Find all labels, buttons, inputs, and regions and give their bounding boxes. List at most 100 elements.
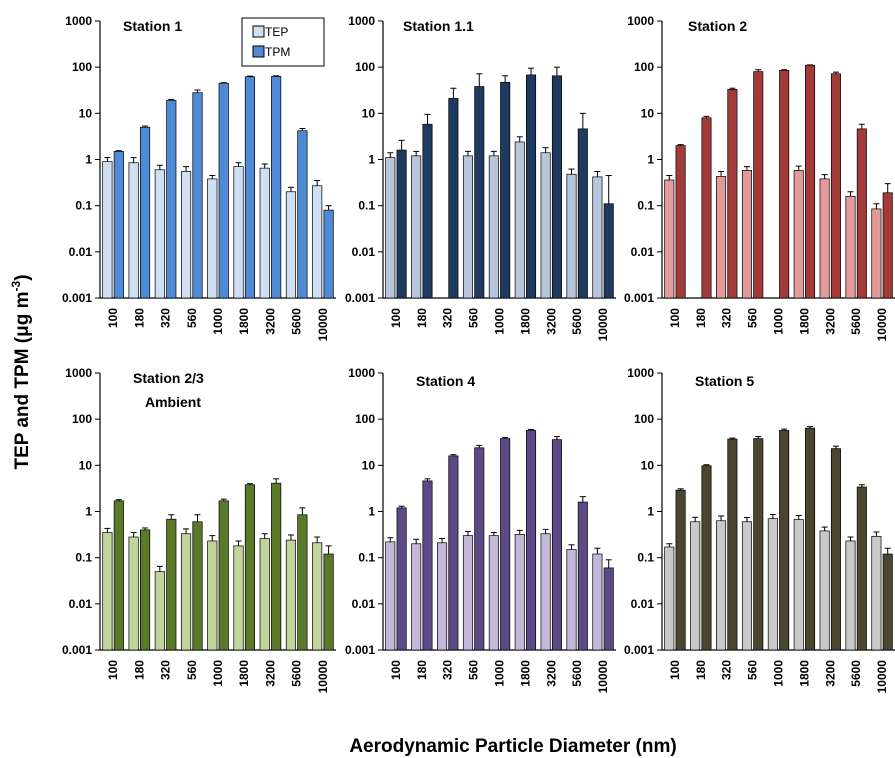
bar-tep [514,141,525,299]
panel-title: Station 1.1 [403,18,474,34]
bar-tpm [448,98,459,299]
panel-title: Station 1 [123,18,182,34]
bar-tep [845,540,856,651]
bar-tep [180,171,192,299]
bar-tpm [448,455,459,651]
bar-tep [437,542,448,651]
x-tick-label: 10000 [875,660,889,694]
bar-tep [767,518,778,651]
y-tick-label: 10 [362,458,376,472]
x-tick-label: 1000 [493,660,507,687]
y-tick-label: 1000 [65,366,92,380]
bar-tpm [113,500,124,651]
x-tick-label: 320 [720,308,734,328]
bar-tpm [701,465,712,651]
y-tick-label: 10 [641,458,655,472]
x-tick-label: 3200 [544,308,558,335]
bar-tpm [882,553,893,651]
y-axis-title-close: ) [12,274,33,280]
y-tick-label: 0.001 [624,643,654,657]
bar-tpm [830,448,841,651]
bar-tep [411,543,422,651]
legend: TEP TPM [241,17,325,67]
bar-tep [259,167,270,299]
bar-tep [793,170,804,299]
panel-title: Station 5 [695,373,754,389]
bar-tep [154,571,165,651]
bar-tpm [577,501,588,651]
bar-tep [488,155,499,299]
y-axis-title-main: TEP and TPM (μg m [12,291,33,469]
x-tick-label: 320 [720,660,734,680]
bar-tep [741,170,752,299]
bar-tep [819,178,830,299]
panel-1: 0.001 0.01 0.1 1 10 100 1000 100 180 320 560 1000 18… [62,14,336,341]
x-tick-label: 3200 [823,308,837,335]
x-tick-label: 100 [668,308,682,328]
bar-tpm [727,89,738,299]
x-tick-label: 5600 [849,660,863,687]
bar-tpm [603,567,614,651]
x-tick-label: 560 [467,308,481,328]
x-tick-label: 560 [746,660,760,680]
y-axis-title: TEP and TPM (μg m-3) [9,274,33,469]
panel-subtitle: Ambient [145,394,201,410]
bar-tpm [139,126,151,299]
bar-tpm [113,151,124,299]
y-tick-label: 0.1 [75,551,92,565]
y-tick-label: 0.01 [69,597,93,611]
x-tick-label: 560 [185,308,199,328]
x-tick-label: 10000 [596,308,610,342]
bar-tep [259,538,270,651]
bar-tep [102,161,113,299]
x-tick-label: 5600 [570,308,584,335]
bar-tep [514,533,525,651]
y-tick-label: 1000 [627,366,654,380]
bar-tep [845,195,856,299]
legend-label-tpm: TPM [265,45,290,59]
x-tick-label: 320 [159,308,173,328]
panel-4: 0.001 0.01 0.1 1 10 100 1000 100 180 320 560 1000 18… [62,366,336,693]
x-tick-label: 320 [159,660,173,680]
bar-tpm [323,209,334,299]
bar-tpm [139,529,151,651]
x-tick-label: 100 [668,660,682,680]
y-tick-label: 1 [368,505,375,519]
legend-swatch-tep [252,25,265,38]
panel-title: Station 4 [416,373,475,389]
bar-tep [233,166,244,299]
y-tick-label: 0.01 [352,597,376,611]
x-tick-label: 5600 [849,308,863,335]
bar-tpm [192,92,203,299]
bar-tep [592,176,603,299]
bar-tpm [882,192,893,299]
bar-tpm [297,514,308,651]
bar-tpm [675,145,686,299]
x-tick-label: 100 [389,308,403,328]
y-tick-label: 10 [79,458,93,472]
x-tick-label: 3200 [823,660,837,687]
x-tick-label: 1000 [211,308,225,335]
bar-tpm [323,553,334,651]
bar-tpm [166,518,177,651]
bar-tpm [805,427,816,651]
bar-tpm [166,100,177,299]
x-tick-label: 180 [694,660,708,680]
legend-swatch-tpm [252,45,265,58]
bar-tpm [577,128,588,299]
bar-tep [716,520,727,651]
bar-tpm [396,507,407,651]
bar-tep [690,521,701,651]
y-tick-label: 100 [634,412,654,426]
y-tick-label: 1000 [348,366,375,380]
x-tick-label: 1000 [772,660,786,687]
x-tick-label: 560 [185,660,199,680]
x-tick-label: 1800 [797,660,811,687]
bar-tpm [474,86,485,299]
bar-tep [540,152,551,299]
y-tick-label: 1 [647,505,654,519]
bar-tep [312,542,323,651]
bar-tep [128,536,139,651]
y-tick-label: 1000 [348,14,375,28]
